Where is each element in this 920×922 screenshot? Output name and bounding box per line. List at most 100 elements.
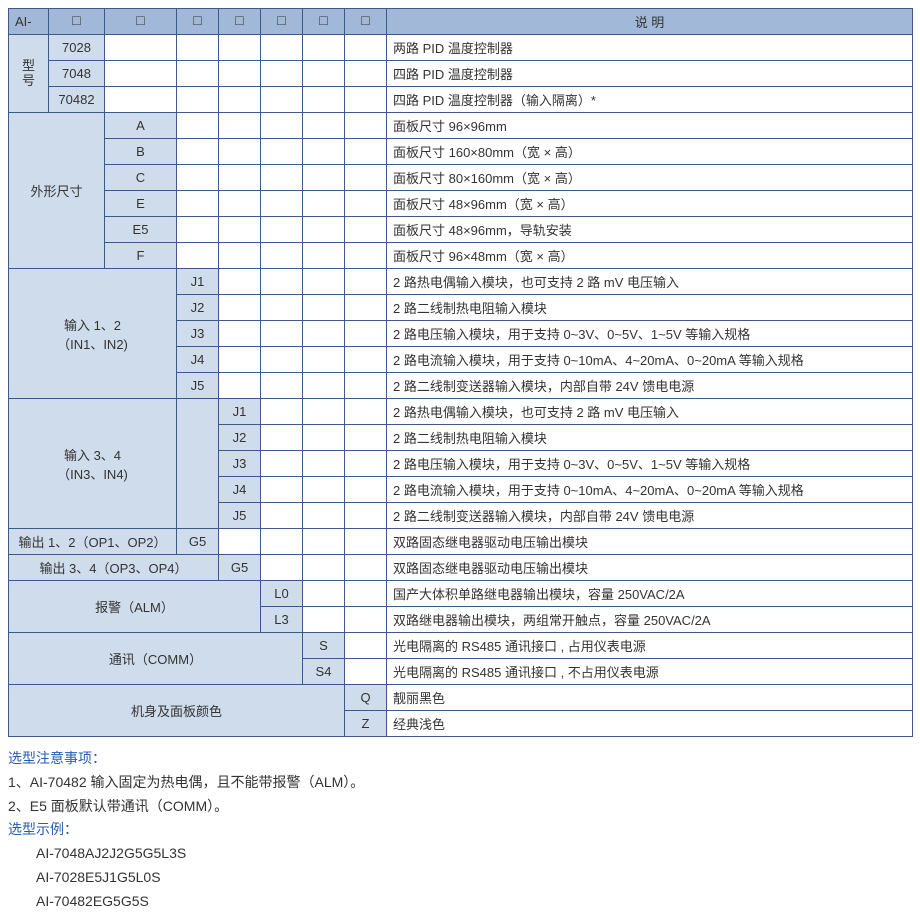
- desc-dim-4: 面板尺寸 48×96mm，导轨安装: [387, 217, 913, 243]
- code-dim-1: B: [105, 139, 177, 165]
- hdr-box-4: □: [219, 9, 261, 35]
- desc-model-2: 四路 PID 温度控制器（输入隔离）*: [387, 87, 913, 113]
- code-in12-0: J1: [177, 269, 219, 295]
- code-comm-0: S: [303, 633, 345, 659]
- hdr-box-1: □: [49, 9, 105, 35]
- code-out34: G5: [219, 555, 261, 581]
- desc-in34-1: 2 路二线制热电阻输入模块: [387, 425, 913, 451]
- notes-item-2: 2、E5 面板默认带通讯（COMM）。: [8, 795, 912, 819]
- hdr-ai: AI-: [9, 9, 49, 35]
- code-dim-2: C: [105, 165, 177, 191]
- desc-in12-3: 2 路电流输入模块，用于支持 0~10mA、4~20mA、0~20mA 等输入规…: [387, 347, 913, 373]
- row-out34: 输出 3、4（OP3、OP4） G5 双路固态继电器驱动电压输出模块: [9, 555, 913, 581]
- row-in12-0: 输入 1、2 （IN1、IN2) J1 2 路热电偶输入模块，也可支持 2 路 …: [9, 269, 913, 295]
- desc-alm-0: 国产大体积单路继电器输出模块，容量 250VAC/2A: [387, 581, 913, 607]
- notes-ex-2: AI-7028E5J1G5L0S: [36, 866, 912, 890]
- desc-in34-2: 2 路电压输入模块，用于支持 0~3V、0~5V、1~5V 等输入规格: [387, 451, 913, 477]
- row-dim-5: F 面板尺寸 96×48mm（宽 × 高）: [9, 243, 913, 269]
- label-out34: 输出 3、4（OP3、OP4）: [9, 555, 219, 581]
- label-color: 机身及面板颜色: [9, 685, 345, 737]
- code-in12-2: J3: [177, 321, 219, 347]
- spec-table: AI- □ □ □ □ □ □ □ 说 明 型号 7028 两路 PID 温度控…: [8, 8, 913, 737]
- desc-model-0: 两路 PID 温度控制器: [387, 35, 913, 61]
- row-model-1: 7048 四路 PID 温度控制器: [9, 61, 913, 87]
- desc-dim-2: 面板尺寸 80×160mm（宽 × 高）: [387, 165, 913, 191]
- code-dim-0: A: [105, 113, 177, 139]
- code-dim-4: E5: [105, 217, 177, 243]
- code-in34-0: J1: [219, 399, 261, 425]
- row-comm-0: 通讯（COMM） S 光电隔离的 RS485 通讯接口 , 占用仪表电源: [9, 633, 913, 659]
- code-color-1: Z: [345, 711, 387, 737]
- hdr-box-5: □: [261, 9, 303, 35]
- code-in34-4: J5: [219, 503, 261, 529]
- notes: 选型注意事项： 1、AI-70482 输入固定为热电偶，且不能带报警（ALM）。…: [8, 747, 912, 914]
- notes-ex-1: AI-7048AJ2J2G5G5L3S: [36, 842, 912, 866]
- desc-model-1: 四路 PID 温度控制器: [387, 61, 913, 87]
- code-alm-0: L0: [261, 581, 303, 607]
- desc-alm-1: 双路继电器输出模块，两组常开触点，容量 250VAC/2A: [387, 607, 913, 633]
- row-dim-0: 外形尺寸 A 面板尺寸 96×96mm: [9, 113, 913, 139]
- desc-in12-1: 2 路二线制热电阻输入模块: [387, 295, 913, 321]
- label-in34-l2: （IN3、IN4): [57, 467, 128, 482]
- code-model-1: 7048: [49, 61, 105, 87]
- code-alm-1: L3: [261, 607, 303, 633]
- spacer-in34: [177, 399, 219, 529]
- code-comm-1: S4: [303, 659, 345, 685]
- desc-color-1: 经典浅色: [387, 711, 913, 737]
- desc-in12-0: 2 路热电偶输入模块，也可支持 2 路 mV 电压输入: [387, 269, 913, 295]
- row-model-0: 型号 7028 两路 PID 温度控制器: [9, 35, 913, 61]
- desc-dim-3: 面板尺寸 48×96mm（宽 × 高）: [387, 191, 913, 217]
- row-color-0: 机身及面板颜色 Q 靓丽黑色: [9, 685, 913, 711]
- header-row: AI- □ □ □ □ □ □ □ 说 明: [9, 9, 913, 35]
- hdr-box-2: □: [105, 9, 177, 35]
- desc-comm-0: 光电隔离的 RS485 通讯接口 , 占用仪表电源: [387, 633, 913, 659]
- desc-in34-4: 2 路二线制变送器输入模块，内部自带 24V 馈电电源: [387, 503, 913, 529]
- label-alm: 报警（ALM）: [9, 581, 261, 633]
- notes-title-1: 选型注意事项：: [8, 747, 912, 771]
- hdr-box-3: □: [177, 9, 219, 35]
- row-dim-2: C 面板尺寸 80×160mm（宽 × 高）: [9, 165, 913, 191]
- desc-dim-0: 面板尺寸 96×96mm: [387, 113, 913, 139]
- code-in34-2: J3: [219, 451, 261, 477]
- row-out12: 输出 1、2（OP1、OP2） G5 双路固态继电器驱动电压输出模块: [9, 529, 913, 555]
- label-in12-l2: （IN1、IN2): [57, 337, 128, 352]
- row-model-2: 70482 四路 PID 温度控制器（输入隔离）*: [9, 87, 913, 113]
- hdr-box-6: □: [303, 9, 345, 35]
- desc-color-0: 靓丽黑色: [387, 685, 913, 711]
- row-in34-0: 输入 3、4 （IN3、IN4) J1 2 路热电偶输入模块，也可支持 2 路 …: [9, 399, 913, 425]
- hdr-desc: 说 明: [387, 9, 913, 35]
- code-in12-1: J2: [177, 295, 219, 321]
- label-dim: 外形尺寸: [9, 113, 105, 269]
- code-color-0: Q: [345, 685, 387, 711]
- label-model: 型号: [9, 35, 49, 113]
- code-dim-5: F: [105, 243, 177, 269]
- code-model-2: 70482: [49, 87, 105, 113]
- label-comm: 通讯（COMM）: [9, 633, 303, 685]
- code-in34-3: J4: [219, 477, 261, 503]
- notes-title-2: 选型示例：: [8, 818, 912, 842]
- desc-comm-1: 光电隔离的 RS485 通讯接口 , 不占用仪表电源: [387, 659, 913, 685]
- code-in34-1: J2: [219, 425, 261, 451]
- desc-dim-5: 面板尺寸 96×48mm（宽 × 高）: [387, 243, 913, 269]
- code-in12-4: J5: [177, 373, 219, 399]
- desc-in34-3: 2 路电流输入模块，用于支持 0~10mA、4~20mA、0~20mA 等输入规…: [387, 477, 913, 503]
- code-model-0: 7028: [49, 35, 105, 61]
- desc-out34: 双路固态继电器驱动电压输出模块: [387, 555, 913, 581]
- desc-in34-0: 2 路热电偶输入模块，也可支持 2 路 mV 电压输入: [387, 399, 913, 425]
- row-dim-1: B 面板尺寸 160×80mm（宽 × 高）: [9, 139, 913, 165]
- label-out12: 输出 1、2（OP1、OP2）: [9, 529, 177, 555]
- code-dim-3: E: [105, 191, 177, 217]
- notes-item-1: 1、AI-70482 输入固定为热电偶，且不能带报警（ALM）。: [8, 771, 912, 795]
- desc-out12: 双路固态继电器驱动电压输出模块: [387, 529, 913, 555]
- row-dim-3: E 面板尺寸 48×96mm（宽 × 高）: [9, 191, 913, 217]
- row-alm-0: 报警（ALM） L0 国产大体积单路继电器输出模块，容量 250VAC/2A: [9, 581, 913, 607]
- desc-in12-2: 2 路电压输入模块，用于支持 0~3V、0~5V、1~5V 等输入规格: [387, 321, 913, 347]
- desc-dim-1: 面板尺寸 160×80mm（宽 × 高）: [387, 139, 913, 165]
- notes-ex-3: AI-70482EG5G5S: [36, 890, 912, 914]
- label-in12: 输入 1、2 （IN1、IN2): [9, 269, 177, 399]
- code-in12-3: J4: [177, 347, 219, 373]
- label-in34-l1: 输入 3、4: [64, 448, 121, 463]
- label-in34: 输入 3、4 （IN3、IN4): [9, 399, 177, 529]
- row-dim-4: E5 面板尺寸 48×96mm，导轨安装: [9, 217, 913, 243]
- desc-in12-4: 2 路二线制变送器输入模块，内部自带 24V 馈电电源: [387, 373, 913, 399]
